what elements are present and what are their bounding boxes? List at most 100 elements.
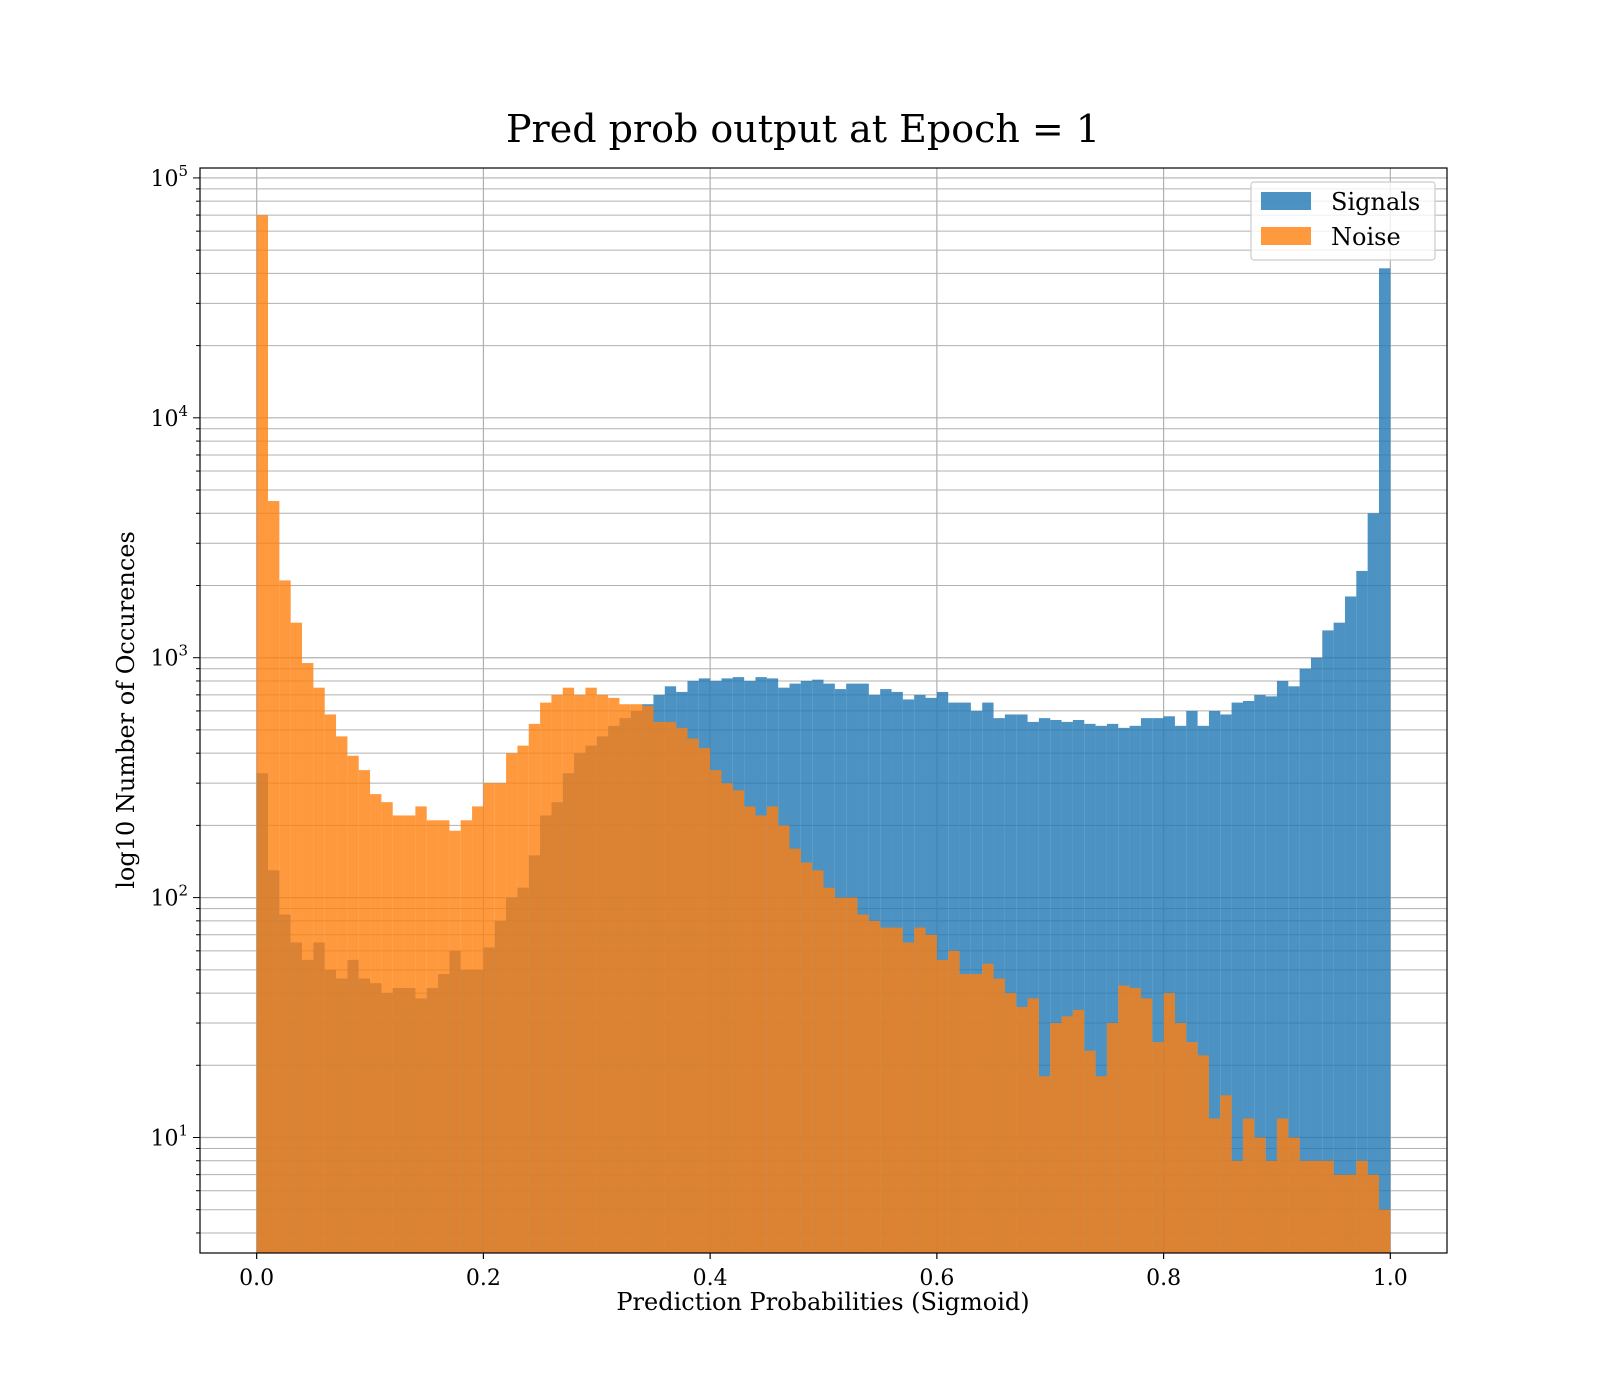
bar-noise [460,820,473,1253]
legend-swatch-noise [1261,227,1311,245]
bar-noise [268,501,280,1253]
x-tick-label: 0.4 [693,1266,728,1291]
bar-noise [755,815,767,1253]
x-axis-ticks: 0.0 0.2 0.4 0.6 0.8 1.0 [239,1253,1408,1291]
bar-noise [1322,1160,1334,1253]
bar-noise [1118,985,1130,1253]
x-tick-label: 0.8 [1146,1266,1181,1291]
bar-noise [426,820,439,1253]
bar-noise [404,815,416,1253]
bar-noise [664,721,677,1253]
bars [256,215,1391,1254]
bar-signals [1197,725,1209,1253]
bar-noise [891,927,903,1253]
bar-noise [619,704,631,1253]
bar-noise [347,755,359,1253]
bar-signals [1276,680,1289,1253]
bar-noise [1106,1023,1119,1253]
bar-noise [710,770,722,1253]
bar-noise [1288,1137,1300,1253]
bar-noise [1027,998,1039,1253]
bar-noise [324,714,337,1253]
bar-noise [823,887,835,1253]
bar-noise [472,806,484,1253]
y-tick-label: 102 [150,882,188,912]
bar-noise [551,694,563,1253]
bar-noise [1004,993,1017,1253]
bar-signals [1163,716,1175,1253]
bar-noise [1208,1118,1221,1253]
bar-noise [1174,1023,1187,1253]
bar-noise [1072,1009,1085,1253]
bar-noise [1344,1174,1357,1253]
bar-noise [834,897,847,1253]
bar-signals [1050,719,1062,1253]
bar-signals [1152,718,1164,1253]
bar-noise [744,806,756,1253]
legend: Signals Noise [1250,181,1436,261]
bar-noise [381,802,393,1253]
bar-noise [1276,1118,1289,1253]
bar-noise [517,745,529,1253]
bar-signals [1016,714,1028,1253]
bar-signals [1220,714,1232,1253]
bar-noise [1129,987,1141,1253]
bar-signals [1038,718,1051,1253]
bar-noise [914,927,926,1253]
bar-noise [1367,1174,1379,1253]
bar-noise [290,622,303,1253]
bar-noise [1163,993,1175,1253]
bar-signals [1265,696,1277,1253]
bar-noise [653,721,665,1253]
bar-signals [1367,513,1379,1253]
bar-signals [1378,268,1391,1253]
y-axis-label: log10 Number of Occurences [112,531,140,889]
bar-signals [1310,657,1323,1253]
bar-signals [1106,723,1119,1253]
y-axis-ticks: 101 102 103 104 105 [150,162,200,1234]
bar-noise [279,580,291,1253]
bar-noise [392,815,405,1253]
bar-noise [1061,1016,1073,1253]
bar-noise [732,790,745,1253]
bar-signals [1140,718,1153,1253]
bar-signals [1231,702,1243,1253]
x-tick-label: 0.0 [239,1266,274,1291]
bar-noise [721,783,733,1253]
bar-noise [1084,1050,1096,1253]
bar-noise [438,820,450,1253]
bar-noise [642,705,654,1253]
bar-noise [506,753,518,1253]
bar-noise [698,748,711,1253]
bar-noise [483,783,495,1253]
legend-label-noise: Noise [1331,223,1401,251]
series-noise [256,215,1391,1254]
y-tick-label: 105 [150,162,188,192]
bar-noise [1140,998,1153,1253]
bar-noise [880,927,892,1253]
bar-signals [1072,719,1085,1253]
bar-noise [857,914,869,1253]
bar-noise [1265,1160,1277,1253]
bar-noise [1242,1118,1255,1253]
bar-noise [415,806,427,1253]
bar-signals [1208,710,1221,1253]
bar-noise [1356,1160,1368,1253]
bar-noise [925,934,937,1253]
bar-signals [1084,723,1096,1253]
bar-signals [1061,721,1073,1253]
y-tick-label: 103 [150,642,188,672]
bar-noise [789,848,801,1253]
bar-noise [540,702,552,1253]
bar-noise [948,950,960,1253]
bar-signals [1344,596,1357,1253]
bar-noise [336,736,348,1253]
bar-signals [1333,622,1345,1253]
bar-noise [902,942,915,1253]
bar-signals [1288,686,1300,1253]
bar-signals [1254,694,1266,1253]
bar-noise [1231,1160,1243,1253]
bar-noise [630,704,643,1253]
